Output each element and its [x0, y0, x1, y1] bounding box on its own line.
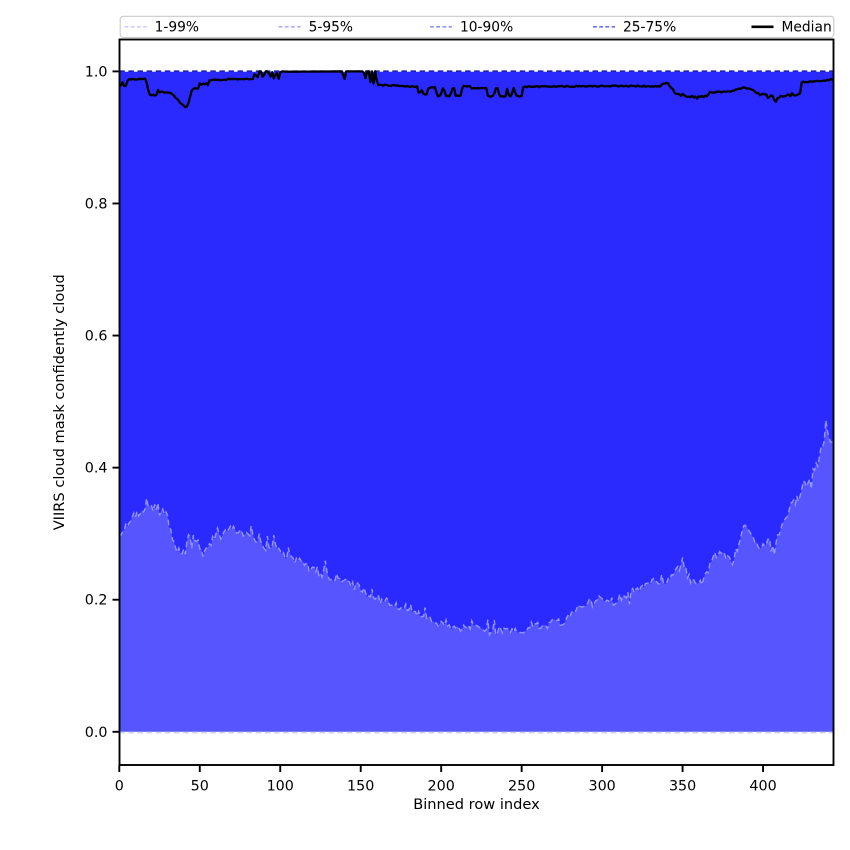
x-tick-label: 50 [191, 778, 209, 794]
legend-entry-label: 25-75% [623, 20, 676, 36]
y-tick-label: 0.2 [85, 593, 108, 609]
x-tick-label: 250 [508, 778, 535, 794]
y-tick-label: 0.0 [85, 725, 108, 741]
y-axis-label: VIIRS cloud mask confidently cloud [51, 274, 68, 530]
y-tick-label: 0.8 [85, 196, 108, 212]
axes-spines [118, 38, 835, 766]
x-axis-ticks: 0 50 100 150 200 250 300 350 400 [115, 765, 777, 794]
legend-entry-label: 1-99% [155, 20, 199, 36]
legend-entry-label: 5-95% [309, 20, 353, 36]
x-tick-label: 350 [669, 778, 696, 794]
x-tick-label: 200 [428, 778, 455, 794]
legend: 1-99% 5-95% 10-90% 25-75% Median [119, 15, 835, 38]
x-tick-label: 100 [267, 778, 294, 794]
y-tick-label: 0.4 [85, 461, 108, 477]
legend-entry-label: Median [782, 20, 832, 36]
plot-area [118, 70, 835, 734]
x-tick-label: 400 [749, 778, 776, 794]
x-tick-label: 150 [347, 778, 374, 794]
x-axis-label: Binned row index [413, 796, 540, 813]
y-tick-label: 0.6 [85, 329, 108, 345]
y-axis-ticks: 0.0 0.2 0.4 0.6 0.8 1.0 [85, 64, 120, 741]
y-tick-label: 1.0 [85, 64, 108, 80]
p25-percentile-line [118, 420, 835, 638]
legend-box [119, 15, 835, 38]
x-tick-label: 0 [115, 778, 124, 794]
band-fill-dark [119, 71, 834, 636]
legend-entry-label: 10-90% [460, 20, 513, 36]
x-tick-label: 300 [588, 778, 615, 794]
axes [118, 38, 835, 766]
median-line [118, 70, 835, 109]
